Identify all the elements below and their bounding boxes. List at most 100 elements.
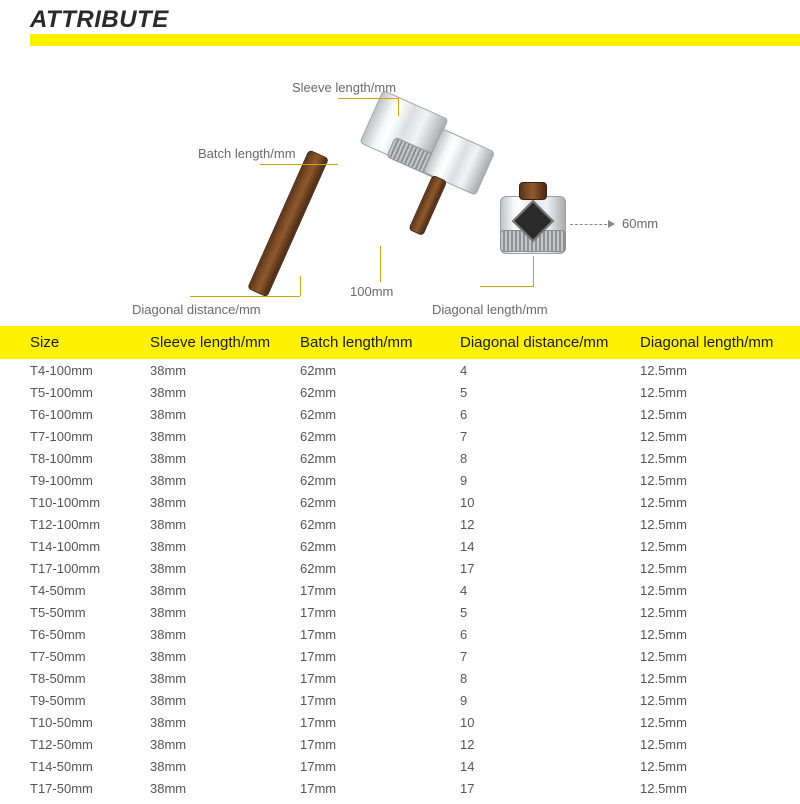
cell-diag-len: 12.5mm xyxy=(640,495,790,510)
table-row: T10-100mm38mm62mm1012.5mm xyxy=(0,491,800,513)
cell-sleeve: 38mm xyxy=(150,473,300,488)
label-60mm: 60mm xyxy=(622,216,658,231)
cell-sleeve: 38mm xyxy=(150,385,300,400)
cell-sleeve: 38mm xyxy=(150,407,300,422)
cell-diag-len: 12.5mm xyxy=(640,429,790,444)
col-header-diag-dist: Diagonal distance/mm xyxy=(460,334,640,351)
cell-diag-dist: 9 xyxy=(460,693,640,708)
page-title: ATTRIBUTE xyxy=(30,6,169,34)
cell-diag-dist: 4 xyxy=(460,583,640,598)
label-batch-length: Batch length/mm xyxy=(198,146,296,161)
cell-sleeve: 38mm xyxy=(150,429,300,444)
arrow-right-icon xyxy=(608,220,615,228)
cell-batch: 17mm xyxy=(300,715,460,730)
cell-diag-len: 12.5mm xyxy=(640,561,790,576)
cell-batch: 62mm xyxy=(300,407,460,422)
cell-size: T4-50mm xyxy=(30,583,150,598)
cell-diag-dist: 12 xyxy=(460,517,640,532)
cell-diag-dist: 10 xyxy=(460,495,640,510)
table-row: T5-50mm38mm17mm512.5mm xyxy=(0,601,800,623)
cell-sleeve: 38mm xyxy=(150,693,300,708)
cell-batch: 17mm xyxy=(300,737,460,752)
cell-batch: 62mm xyxy=(300,495,460,510)
cell-sleeve: 38mm xyxy=(150,781,300,796)
cell-diag-dist: 5 xyxy=(460,605,640,620)
cell-sleeve: 38mm xyxy=(150,605,300,620)
cell-diag-len: 12.5mm xyxy=(640,759,790,774)
cell-size: T10-100mm xyxy=(30,495,150,510)
cell-sleeve: 38mm xyxy=(150,627,300,642)
cell-batch: 62mm xyxy=(300,517,460,532)
cell-diag-len: 12.5mm xyxy=(640,649,790,664)
cell-diag-len: 12.5mm xyxy=(640,451,790,466)
annotation-line xyxy=(300,276,301,296)
cell-diag-dist: 6 xyxy=(460,407,640,422)
annotation-line xyxy=(533,256,534,286)
col-header-diag-len: Diagonal length/mm xyxy=(640,334,790,351)
table-row: T6-100mm38mm62mm612.5mm xyxy=(0,403,800,425)
cell-sleeve: 38mm xyxy=(150,451,300,466)
cell-diag-dist: 5 xyxy=(460,385,640,400)
table-row: T12-50mm38mm17mm1212.5mm xyxy=(0,733,800,755)
table-row: T10-50mm38mm17mm1012.5mm xyxy=(0,711,800,733)
cell-sleeve: 38mm xyxy=(150,583,300,598)
table-row: T7-50mm38mm17mm712.5mm xyxy=(0,645,800,667)
label-100mm: 100mm xyxy=(350,284,393,299)
cell-diag-dist: 9 xyxy=(460,473,640,488)
cell-diag-len: 12.5mm xyxy=(640,715,790,730)
cell-batch: 62mm xyxy=(300,451,460,466)
cell-batch: 62mm xyxy=(300,561,460,576)
cell-diag-len: 12.5mm xyxy=(640,627,790,642)
cell-diag-dist: 14 xyxy=(460,539,640,554)
cell-diag-len: 12.5mm xyxy=(640,385,790,400)
cell-size: T9-100mm xyxy=(30,473,150,488)
table-row: T4-50mm38mm17mm412.5mm xyxy=(0,579,800,601)
cell-diag-len: 12.5mm xyxy=(640,693,790,708)
col-header-batch: Batch length/mm xyxy=(300,334,460,351)
product-diagram: Sleeve length/mm Batch length/mm 100mm 6… xyxy=(0,46,800,326)
label-sleeve-length: Sleeve length/mm xyxy=(292,80,396,95)
cell-size: T4-100mm xyxy=(30,363,150,378)
cell-size: T5-100mm xyxy=(30,385,150,400)
cell-sleeve: 38mm xyxy=(150,363,300,378)
annotation-dashed xyxy=(570,224,612,225)
table-row: T8-100mm38mm62mm812.5mm xyxy=(0,447,800,469)
table-row: T17-100mm38mm62mm1712.5mm xyxy=(0,557,800,579)
cell-diag-dist: 10 xyxy=(460,715,640,730)
cell-diag-len: 12.5mm xyxy=(640,517,790,532)
annotation-line xyxy=(480,286,534,287)
cell-diag-len: 12.5mm xyxy=(640,605,790,620)
cell-diag-dist: 8 xyxy=(460,671,640,686)
table-row: T9-100mm38mm62mm912.5mm xyxy=(0,469,800,491)
table-header: Size Sleeve length/mm Batch length/mm Di… xyxy=(0,326,800,359)
cell-diag-dist: 17 xyxy=(460,561,640,576)
cell-size: T6-100mm xyxy=(30,407,150,422)
annotation-line xyxy=(380,246,381,282)
cell-sleeve: 38mm xyxy=(150,759,300,774)
label-diagonal-length: Diagonal length/mm xyxy=(432,302,548,317)
title-accent-bar xyxy=(30,34,800,46)
cell-diag-len: 12.5mm xyxy=(640,473,790,488)
cell-sleeve: 38mm xyxy=(150,715,300,730)
cell-size: T6-50mm xyxy=(30,627,150,642)
cell-diag-dist: 14 xyxy=(460,759,640,774)
cell-diag-dist: 7 xyxy=(460,649,640,664)
col-header-size: Size xyxy=(30,334,150,351)
cell-batch: 17mm xyxy=(300,693,460,708)
cell-diag-dist: 7 xyxy=(460,429,640,444)
table-row: T12-100mm38mm62mm1212.5mm xyxy=(0,513,800,535)
annotation-line xyxy=(398,98,399,116)
cell-diag-len: 12.5mm xyxy=(640,737,790,752)
cell-diag-dist: 8 xyxy=(460,451,640,466)
table-row: T6-50mm38mm17mm612.5mm xyxy=(0,623,800,645)
table-row: T8-50mm38mm17mm812.5mm xyxy=(0,667,800,689)
cell-batch: 17mm xyxy=(300,649,460,664)
cell-diag-dist: 12 xyxy=(460,737,640,752)
table-row: T14-50mm38mm17mm1412.5mm xyxy=(0,755,800,777)
table-row: T9-50mm38mm17mm912.5mm xyxy=(0,689,800,711)
socket-medium-bit xyxy=(408,175,447,236)
cell-size: T14-100mm xyxy=(30,539,150,554)
cell-size: T5-50mm xyxy=(30,605,150,620)
cell-size: T12-100mm xyxy=(30,517,150,532)
table-row: T17-50mm38mm17mm1712.5mm xyxy=(0,777,800,799)
